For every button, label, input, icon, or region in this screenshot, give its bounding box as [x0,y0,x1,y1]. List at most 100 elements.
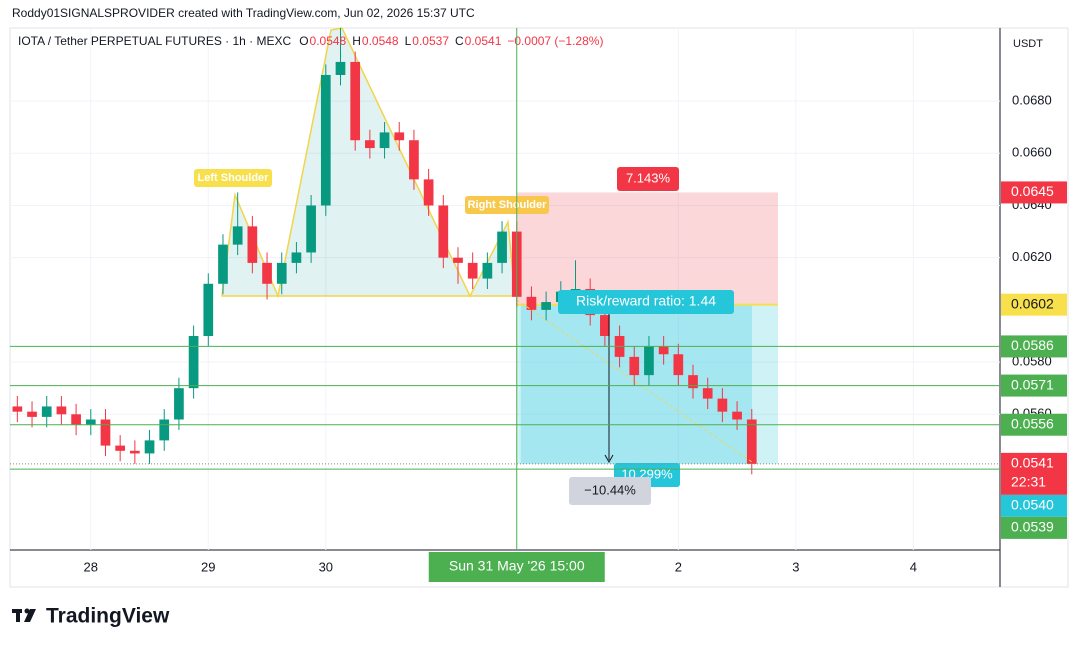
candle-body [41,406,52,417]
right-shoulder-label: Right Shoulder [468,199,548,211]
candle-body [12,406,23,412]
candle-body [350,61,361,141]
candles [12,28,757,475]
candle-body [71,414,81,425]
ohlc-key: C [455,34,464,48]
ohlc-key: L [405,34,412,48]
ohlc-key: H [352,34,361,48]
price-label-box [1001,293,1067,316]
price-label: 0.0645 [1011,183,1054,199]
candle-body [320,74,331,206]
symbol: IOTA / Tether PERPETUAL FUTURES · 1h · M… [18,34,292,48]
risk-reward: Risk/reward ratio: 1.44 [576,293,716,309]
candle-body [467,262,478,279]
crosshair-label: Sun 31 May '26 15:00 [449,558,585,574]
x-tick-label: 28 [84,559,98,574]
candle-body [732,411,742,420]
candle-body [291,252,302,263]
price-label-box [1001,516,1067,539]
price-label-box [1001,374,1067,397]
change: −0.0007 (−1.28%) [507,34,603,48]
price-label: 0.0571 [1011,376,1054,392]
legend: IOTA / Tether PERPETUAL FUTURES · 1h · M… [18,34,603,48]
candle-body [526,296,537,310]
label-box [465,196,549,214]
candle-body [423,179,434,206]
candle-body [644,346,654,376]
candle-body [438,205,449,258]
candle-body [85,419,96,425]
annotations: Left Shoulder Right Shoulder 7.143% Risk… [194,167,753,505]
candle-body [262,262,272,284]
x-tick-label: 3 [792,559,799,574]
label-box [558,290,734,314]
price-label: 0.0539 [1011,519,1054,535]
candle-body [497,231,507,263]
position-tool [516,192,778,464]
x-tick-label: 4 [910,559,917,574]
grid [10,28,1000,550]
candle-body [702,388,713,399]
candle-body [130,450,140,454]
candle-body [394,132,405,141]
candle-body [188,335,199,389]
head-shoulders-pattern [221,27,516,299]
candle-body [688,375,698,389]
overlay [221,27,516,299]
candle-body [335,61,346,75]
candle-body [453,257,463,263]
brand: TradingView [46,605,170,628]
price-label-box [1001,413,1067,436]
candle-body [232,226,243,245]
y-tick-label: 0.0660 [1012,145,1052,160]
logo-mark [24,609,36,622]
frame [9,27,1069,588]
x-tick-label: 29 [201,559,215,574]
candle-body [629,356,640,376]
candle-body [218,244,228,284]
candle-body [409,140,419,180]
candle-body [600,315,610,336]
candle-body [247,226,258,263]
candle-body [100,419,111,446]
target-zone-filled [520,304,752,464]
candle-body [658,346,669,355]
author-line: Roddy01SIGNALSPROVIDER created with Trad… [12,6,475,20]
ohlc-value: 0.0548 [310,34,347,48]
label-box [617,167,679,191]
candle-body [365,140,375,149]
candle-body [159,419,170,441]
stop-zone [516,192,778,305]
price-label-box [1001,181,1067,204]
countdown: 22:31 [1011,474,1046,490]
candle-body [144,440,155,454]
candle-body [306,205,316,253]
price-label-box [1001,335,1067,358]
price-label: 0.0541 [1011,455,1054,471]
label-box [194,169,272,187]
candle-body [203,283,214,336]
measure-percent: −10.44% [584,482,636,497]
price-label-box [1001,494,1067,517]
ohlc-key: O [299,34,308,48]
target-zone [516,304,778,464]
label-box [569,477,651,505]
logo-mark [24,608,30,614]
candle-body [174,388,184,420]
ohlc-value: 0.0548 [362,34,399,48]
candle-body [673,354,684,376]
candle-body [482,262,493,279]
price-label: 0.0586 [1011,337,1054,353]
logo: TradingView [12,605,170,628]
candle-body [27,411,37,417]
ohlc-value: 0.0537 [412,34,449,48]
y-tick-label: 0.0680 [1012,93,1052,108]
candle-body [541,302,551,310]
price-label-box [1001,452,1067,495]
stop-percent: 7.143% [626,170,671,185]
crosshair-box [428,552,605,582]
candle-body [746,419,757,464]
ohlc-value: 0.0541 [465,34,502,48]
